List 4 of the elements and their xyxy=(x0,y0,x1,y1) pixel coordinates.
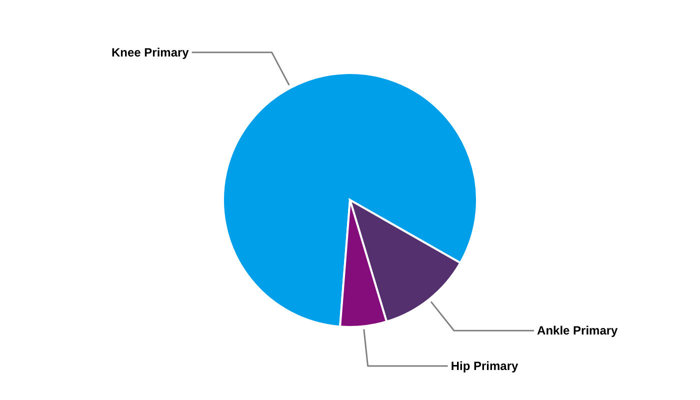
pie-slice xyxy=(222,72,478,328)
slice-label: Knee Primary xyxy=(111,45,190,60)
slice-label: Ankle Primary xyxy=(537,324,618,338)
slice-label: Hip Primary xyxy=(450,359,519,374)
